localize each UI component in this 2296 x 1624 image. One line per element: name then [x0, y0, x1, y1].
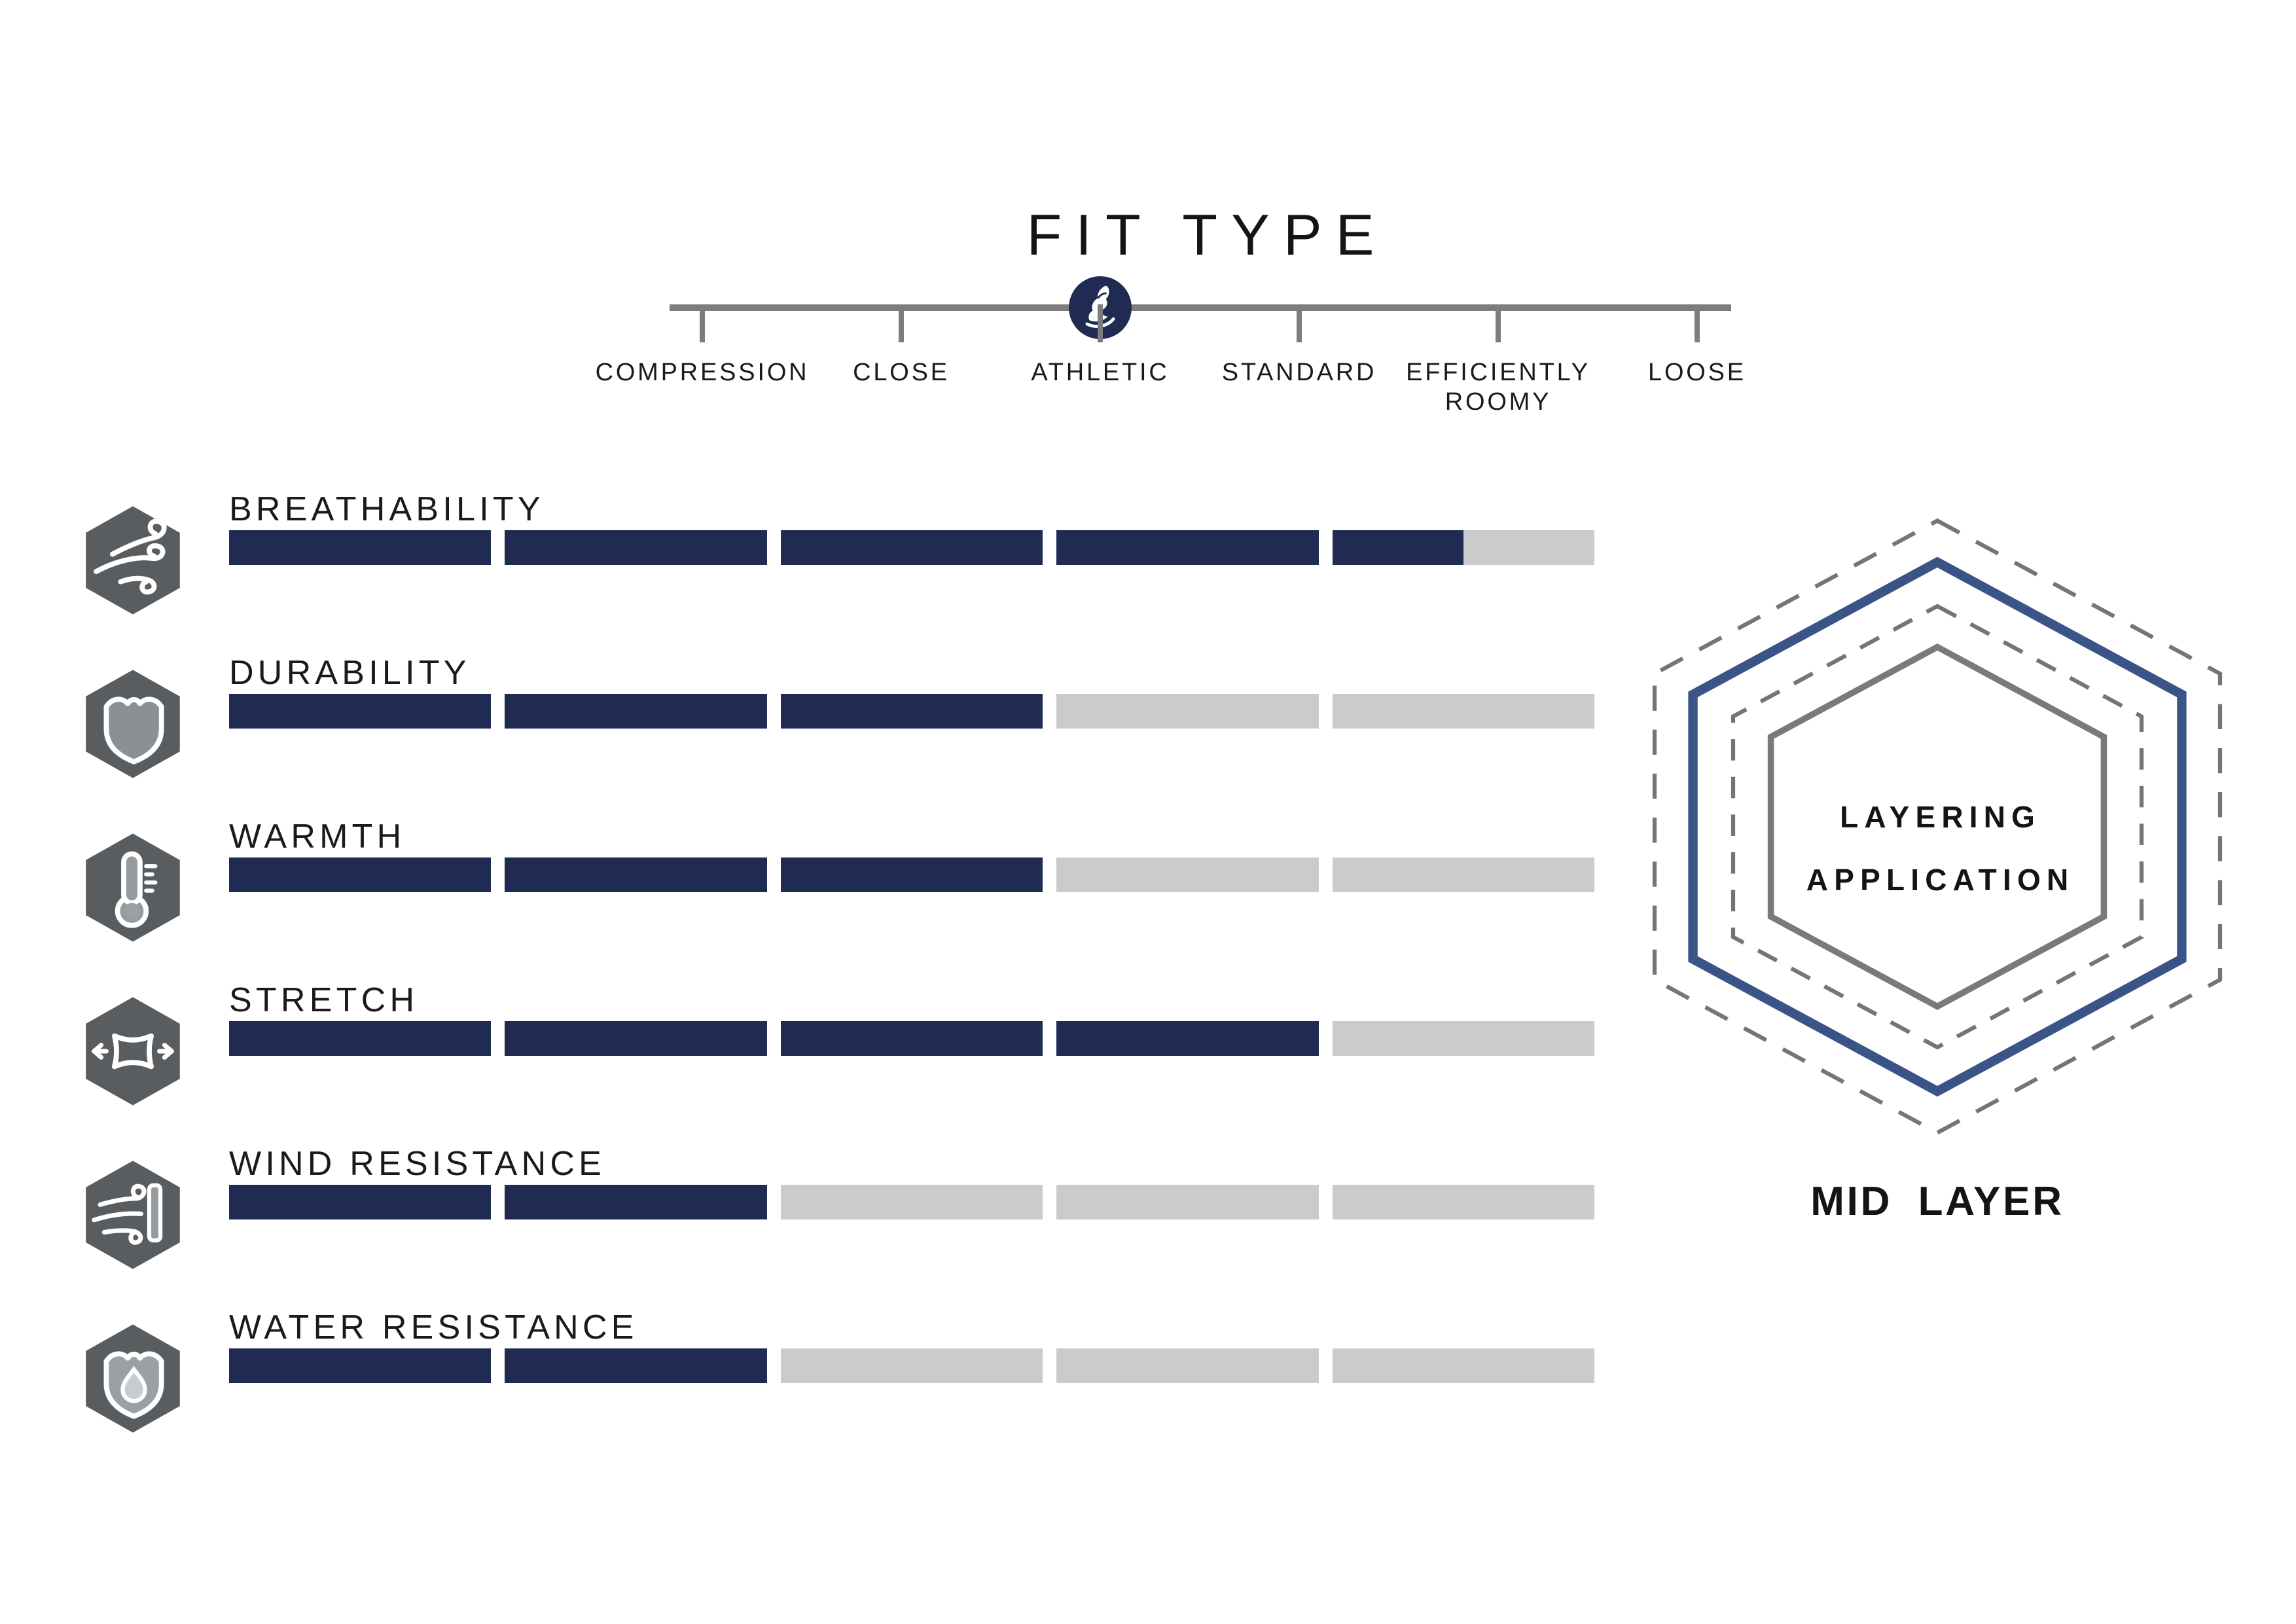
rating-segment: [229, 530, 492, 565]
fit-type-scale: COMPRESSION CLOSE ATHLETIC STANDARD EFFICIEN…: [596, 276, 1744, 455]
wind-icon: [82, 504, 184, 617]
rating-bar: [229, 857, 1595, 892]
rating-segment: [780, 694, 1043, 729]
fit-option-label: LOOSE: [1648, 359, 1746, 386]
layering-title-line1: LAYERING: [1840, 800, 2041, 834]
rating-segment-fill: [505, 694, 767, 729]
rating-bar: [229, 1021, 1595, 1056]
attribute-row-water-resistance: WATER RESISTANCE: [82, 1308, 1595, 1471]
rating-segment-fill: [229, 530, 492, 565]
rating-segment: [229, 694, 492, 729]
fit-scale-tick: [1098, 304, 1103, 342]
rating-segment-fill: [229, 1021, 492, 1056]
fit-option-label: ATHLETIC: [1031, 359, 1170, 386]
rating-segment: [1332, 857, 1595, 892]
rating-segment: [780, 530, 1043, 565]
rating-bar: [229, 530, 1595, 565]
rating-segment: [1332, 694, 1595, 729]
rating-segment: [780, 857, 1043, 892]
rating-segment-fill: [229, 1185, 492, 1219]
fit-scale-tick: [1297, 304, 1302, 342]
attribute-label: STRETCH: [229, 981, 419, 1019]
layering-application-title: LAYERING APPLICATION: [1676, 785, 2199, 911]
rating-segment: [1332, 1021, 1595, 1056]
rating-segment: [780, 1348, 1043, 1383]
attribute-label: BREATHABILITY: [229, 490, 545, 528]
rating-segment-fill: [505, 1021, 767, 1056]
hexagon-ring-navy: [1688, 556, 2187, 1097]
attribute-label: WATER RESISTANCE: [229, 1308, 638, 1346]
rating-segment-fill: [780, 694, 1043, 729]
rating-segment-fill: [1056, 1021, 1319, 1056]
fit-type-title: FIT TYPE: [1026, 202, 1388, 267]
stretch-icon: [82, 995, 184, 1108]
rating-segment: [505, 694, 767, 729]
fit-scale-line: [670, 304, 1731, 311]
attribute-row-wind-resistance: WIND RESISTANCE: [82, 1144, 1595, 1308]
rating-segment-fill: [505, 857, 767, 892]
fit-scale-tick: [899, 304, 904, 342]
rating-segment: [1332, 1185, 1595, 1219]
rating-segment: [780, 1021, 1043, 1056]
fit-option-label: EFFICIENTLY ROOMY: [1406, 359, 1590, 416]
rating-segment: [780, 1185, 1043, 1219]
layering-hexagon-diagram: [1623, 513, 2251, 1141]
rating-segment-fill: [780, 1021, 1043, 1056]
attribute-row-warmth: WARMTH: [82, 817, 1595, 981]
attribute-label: WARMTH: [229, 818, 406, 856]
rating-segment: [505, 1185, 767, 1219]
fit-scale-tick: [700, 304, 705, 342]
thermometer-icon: [82, 831, 184, 944]
rating-segment: [1056, 530, 1319, 565]
fit-scale-tick: [1695, 304, 1700, 342]
rating-segment-fill: [505, 1348, 767, 1383]
hexagon-ring-inner-solid: [1767, 643, 2108, 1011]
rating-segment: [229, 1185, 492, 1219]
water-shield-icon: [82, 1322, 184, 1435]
rating-segment: [1056, 1021, 1319, 1056]
rating-segment: [1056, 1185, 1319, 1219]
fit-option-label: COMPRESSION: [595, 359, 810, 386]
rating-segment: [1056, 857, 1319, 892]
rating-bar: [229, 694, 1595, 729]
layering-title-line2: APPLICATION: [1806, 863, 2075, 897]
rating-segment: [505, 857, 767, 892]
rating-segment-fill: [229, 1348, 492, 1383]
wind-block-icon: [82, 1159, 184, 1271]
fit-scale-tick: [1496, 304, 1501, 342]
rating-segment-fill: [1056, 530, 1319, 565]
attribute-row-durability: DURABILITY: [82, 653, 1595, 817]
attributes-panel: BREATHABILITY DURABILITY WARMTH: [82, 490, 1595, 1471]
attribute-label: DURABILITY: [229, 654, 471, 692]
attribute-row-breathability: BREATHABILITY: [82, 490, 1595, 653]
rating-segment: [505, 1348, 767, 1383]
fit-option-label: CLOSE: [853, 359, 950, 386]
rating-segment-fill: [780, 857, 1043, 892]
hexagon-ring-outer-dashed: [1652, 518, 2223, 1136]
rating-segment-fill: [780, 530, 1043, 565]
rating-segment: [505, 530, 767, 565]
attribute-label: WIND RESISTANCE: [229, 1145, 606, 1183]
rating-segment: [1332, 530, 1595, 565]
rating-segment: [1056, 694, 1319, 729]
attribute-row-stretch: STRETCH: [82, 981, 1595, 1144]
hexagon-ring-inner-dashed: [1731, 604, 2144, 1050]
rating-bar: [229, 1185, 1595, 1219]
shield-icon: [82, 668, 184, 780]
rating-segment: [229, 857, 492, 892]
rating-segment-fill: [1332, 530, 1463, 565]
rating-segment: [1056, 1348, 1319, 1383]
rating-segment: [229, 1021, 492, 1056]
rating-segment: [229, 1348, 492, 1383]
rating-segment: [505, 1021, 767, 1056]
rating-segment-fill: [229, 694, 492, 729]
rating-segment-fill: [505, 530, 767, 565]
rating-segment-fill: [505, 1185, 767, 1219]
mid-layer-label: MID LAYER: [1810, 1179, 2064, 1224]
rating-segment: [1332, 1348, 1595, 1383]
rating-segment-fill: [229, 857, 492, 892]
fit-option-label: STANDARD: [1221, 359, 1377, 386]
rating-bar: [229, 1348, 1595, 1383]
